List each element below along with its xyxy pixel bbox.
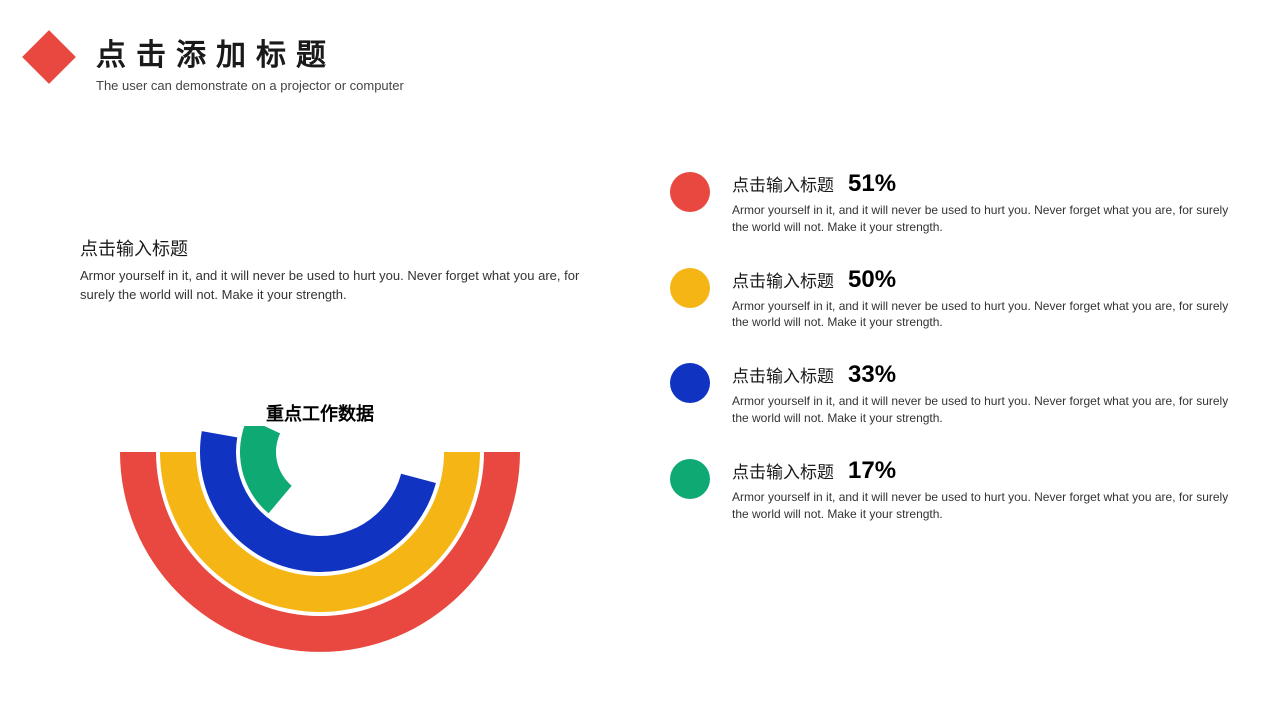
diamond-icon <box>22 30 76 84</box>
item-text: 点击输入标题 33% Armor yourself in it, and it wi… <box>732 361 1230 427</box>
items-column: 点击输入标题 51% Armor yourself in it, and it wi… <box>670 170 1230 522</box>
item-title: 点击输入标题 <box>732 458 834 483</box>
item-head: 点击输入标题 50% <box>732 266 1230 294</box>
item-title: 点击输入标题 <box>732 362 834 387</box>
page-subtitle: The user can demonstrate on a projector … <box>96 78 404 93</box>
bullet-dot-icon <box>670 363 710 403</box>
list-item: 点击输入标题 51% Armor yourself in it, and it wi… <box>670 170 1230 236</box>
list-item: 点击输入标题 17% Armor yourself in it, and it wi… <box>670 457 1230 523</box>
item-head: 点击输入标题 33% <box>732 361 1230 389</box>
bullet-dot-icon <box>670 459 710 499</box>
page-title: 点击添加标题 <box>96 30 404 74</box>
bullet-dot-icon <box>670 268 710 308</box>
item-head: 点击输入标题 17% <box>732 457 1230 485</box>
item-percent: 51% <box>848 170 896 198</box>
item-desc: Armor yourself in it, and it will never … <box>732 489 1230 523</box>
radial-chart: 重点工作数据 <box>100 400 540 670</box>
item-text: 点击输入标题 50% Armor yourself in it, and it wi… <box>732 266 1230 332</box>
chart-arcs <box>100 426 540 666</box>
list-item: 点击输入标题 50% Armor yourself in it, and it wi… <box>670 266 1230 332</box>
item-head: 点击输入标题 51% <box>732 170 1230 198</box>
slide-header: 点击添加标题 The user can demonstrate on a pro… <box>30 30 404 93</box>
item-title: 点击输入标题 <box>732 267 834 292</box>
item-text: 点击输入标题 51% Armor yourself in it, and it wi… <box>732 170 1230 236</box>
item-desc: Armor yourself in it, and it will never … <box>732 393 1230 427</box>
left-desc: Armor yourself in it, and it will never … <box>80 267 600 305</box>
header-text: 点击添加标题 The user can demonstrate on a pro… <box>96 30 404 93</box>
list-item: 点击输入标题 33% Armor yourself in it, and it wi… <box>670 361 1230 427</box>
item-text: 点击输入标题 17% Armor yourself in it, and it wi… <box>732 457 1230 523</box>
item-percent: 17% <box>848 457 896 485</box>
item-desc: Armor yourself in it, and it will never … <box>732 298 1230 332</box>
left-title: 点击输入标题 <box>80 235 600 261</box>
item-desc: Armor yourself in it, and it will never … <box>732 202 1230 236</box>
item-percent: 33% <box>848 361 896 389</box>
item-percent: 50% <box>848 266 896 294</box>
left-description-block: 点击输入标题 Armor yourself in it, and it will… <box>80 235 600 305</box>
item-title: 点击输入标题 <box>732 171 834 196</box>
bullet-dot-icon <box>670 172 710 212</box>
chart-title: 重点工作数据 <box>100 400 540 426</box>
